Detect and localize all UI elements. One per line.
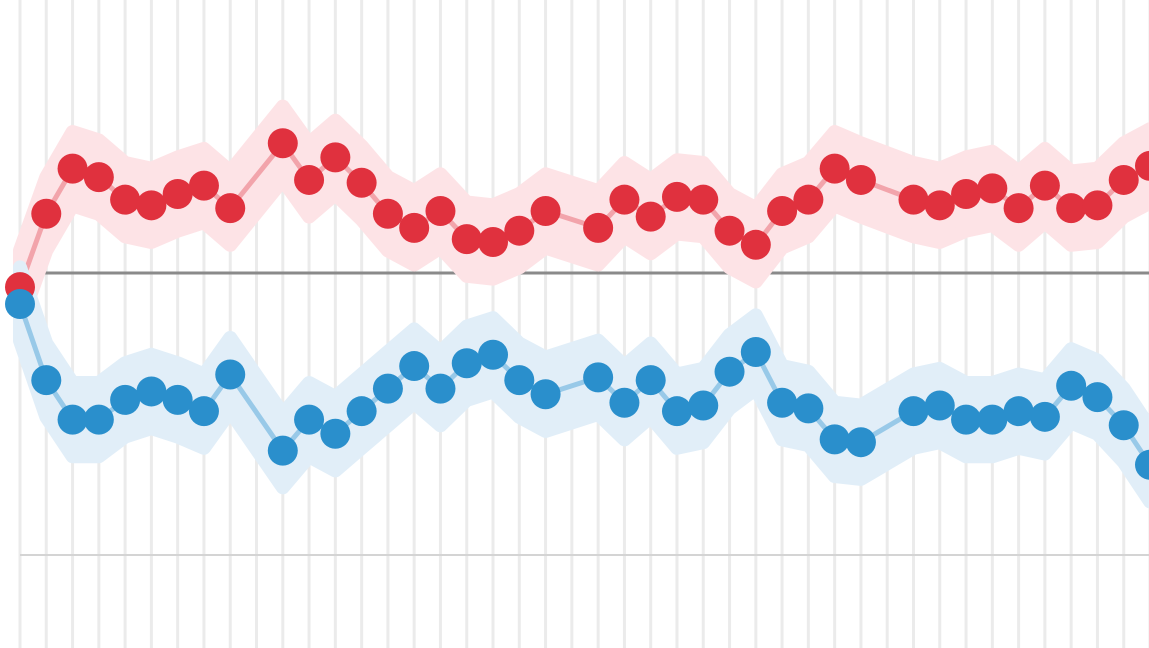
data-point — [1056, 193, 1087, 224]
data-point — [609, 184, 640, 215]
data-point — [1003, 193, 1034, 224]
data-point — [924, 190, 955, 221]
data-point — [504, 365, 535, 396]
data-point — [162, 179, 193, 210]
data-point — [714, 215, 745, 246]
data-point — [583, 362, 614, 393]
data-point — [767, 195, 798, 226]
data-point — [1029, 401, 1060, 432]
data-point — [793, 393, 824, 424]
data-point — [294, 404, 325, 435]
data-point — [819, 424, 850, 455]
confidence-band — [13, 99, 1149, 331]
data-point — [57, 404, 88, 435]
data-point — [1003, 396, 1034, 427]
data-point — [1056, 370, 1087, 401]
data-point — [898, 396, 929, 427]
data-point — [530, 379, 561, 410]
data-point — [1108, 410, 1139, 441]
data-point — [1082, 382, 1113, 413]
data-point — [583, 212, 614, 243]
data-point — [661, 396, 692, 427]
data-point — [1108, 164, 1139, 195]
confidence-band — [13, 260, 1149, 509]
data-point — [110, 384, 141, 415]
data-point — [1082, 190, 1113, 221]
data-point — [188, 170, 219, 201]
data-point — [1135, 150, 1149, 181]
data-point — [162, 384, 193, 415]
data-point — [399, 351, 430, 382]
data-point — [346, 396, 377, 427]
data-point — [845, 164, 876, 195]
data-point — [504, 215, 535, 246]
data-point — [478, 339, 509, 370]
data-point — [136, 190, 167, 221]
data-point — [188, 396, 219, 427]
data-point — [1135, 449, 1149, 480]
data-point — [215, 193, 246, 224]
data-point — [688, 390, 719, 421]
data-point — [346, 167, 377, 198]
data-point — [635, 365, 666, 396]
data-point — [740, 336, 771, 367]
data-point — [977, 173, 1008, 204]
data-point — [714, 356, 745, 387]
data-point — [215, 359, 246, 390]
data-point — [31, 198, 62, 229]
data-point — [609, 387, 640, 418]
data-point — [793, 184, 824, 215]
data-point — [1029, 170, 1060, 201]
data-point — [451, 348, 482, 379]
data-point — [478, 226, 509, 257]
data-point — [898, 184, 929, 215]
data-point — [110, 184, 141, 215]
data-point — [372, 373, 403, 404]
data-point — [740, 229, 771, 260]
data-point — [399, 212, 430, 243]
data-point — [83, 404, 114, 435]
data-point — [31, 365, 62, 396]
data-point — [819, 153, 850, 184]
data-point — [977, 404, 1008, 435]
data-point — [451, 224, 482, 255]
data-point — [767, 387, 798, 418]
data-point — [83, 162, 114, 193]
data-point — [136, 376, 167, 407]
data-point — [635, 201, 666, 232]
data-point — [951, 404, 982, 435]
data-point — [320, 142, 351, 173]
data-point — [57, 153, 88, 184]
data-point — [661, 181, 692, 212]
data-point — [5, 289, 35, 320]
data-point — [845, 427, 876, 458]
data-point — [425, 373, 456, 404]
data-point — [267, 435, 298, 466]
data-point — [320, 418, 351, 449]
data-point — [924, 390, 955, 421]
data-point — [267, 128, 298, 159]
data-point — [530, 195, 561, 226]
data-point — [372, 198, 403, 229]
data-point — [951, 179, 982, 210]
data-point — [294, 164, 325, 195]
data-point — [425, 195, 456, 226]
data-point — [688, 184, 719, 215]
